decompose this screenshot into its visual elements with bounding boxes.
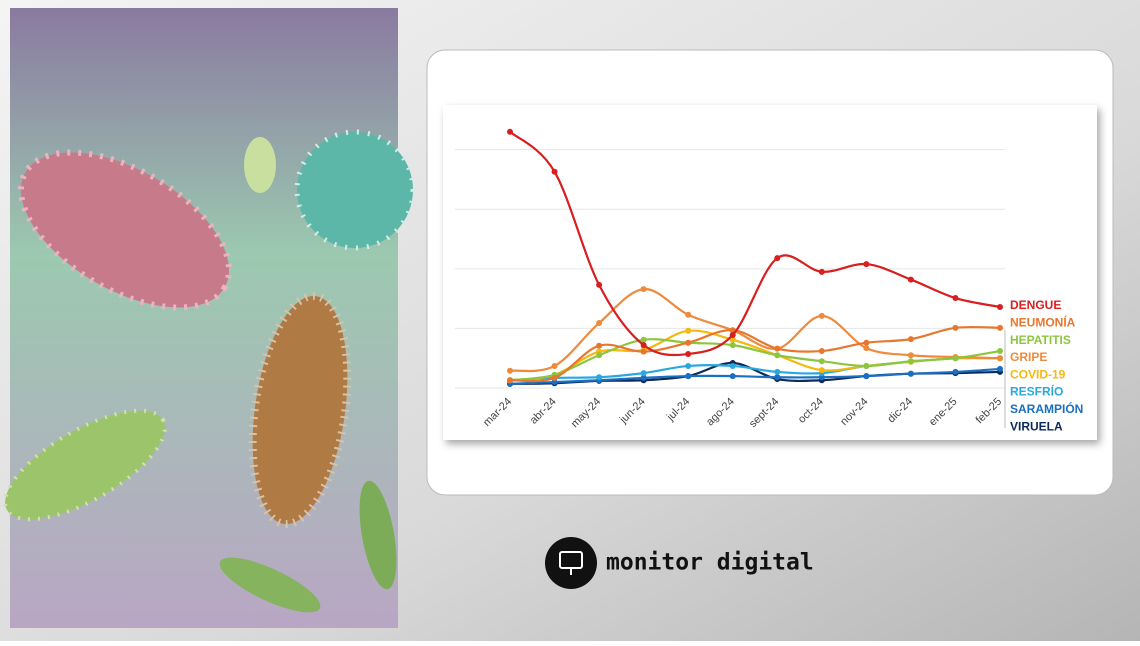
data-point [596, 342, 603, 349]
data-point [507, 128, 513, 135]
data-point [952, 355, 959, 362]
data-point [640, 342, 647, 349]
data-point [507, 367, 513, 374]
data-point [551, 374, 558, 381]
data-point [685, 311, 692, 318]
data-point [729, 342, 736, 349]
data-point [729, 373, 736, 380]
data-point [907, 276, 914, 283]
data-point [596, 320, 603, 327]
data-point [907, 336, 914, 343]
data-point [685, 373, 692, 380]
data-point [640, 348, 647, 355]
data-point [818, 268, 825, 275]
data-point [729, 331, 736, 338]
data-point [997, 355, 1003, 362]
brand-logo [545, 537, 597, 589]
series-line [509, 338, 1001, 382]
data-point [952, 295, 959, 302]
data-point [952, 324, 959, 331]
legend-label: NEUMONÍA [1010, 314, 1076, 329]
brand-name: monitor digital [606, 550, 814, 576]
data-point [685, 339, 692, 346]
data-point [774, 352, 781, 359]
legend-label: COVID-19 [1010, 367, 1066, 381]
data-point [551, 379, 558, 386]
data-point [863, 345, 870, 352]
data-point [729, 336, 736, 343]
data-point [863, 362, 870, 369]
data-point [551, 168, 558, 175]
data-point [640, 336, 647, 343]
data-point [818, 312, 825, 319]
series-line [509, 287, 1001, 373]
data-point [863, 261, 870, 268]
data-point [774, 255, 781, 262]
data-point [952, 368, 959, 375]
legend-label: DENGUE [1010, 298, 1061, 312]
data-point [818, 358, 825, 365]
data-point [774, 345, 781, 352]
data-point [818, 348, 825, 355]
data-point [818, 367, 825, 374]
data-point [551, 362, 558, 369]
legend-label: SARAMPIÓN [1010, 401, 1083, 416]
data-point [997, 348, 1003, 355]
data-point [640, 374, 647, 381]
data-point [907, 352, 914, 359]
data-point [685, 362, 692, 369]
data-point [596, 374, 603, 381]
data-point [818, 374, 825, 381]
data-point [685, 327, 692, 334]
data-point [685, 351, 692, 358]
data-point [997, 303, 1003, 310]
bacteria-illustration [3, 8, 416, 628]
legend-label: VIRUELA [1010, 419, 1063, 433]
data-point [507, 377, 513, 384]
legend-label: GRIPE [1010, 350, 1047, 364]
data-point [863, 373, 870, 380]
data-point [640, 370, 647, 377]
data-point [596, 352, 603, 359]
data-point [774, 368, 781, 375]
data-point [907, 358, 914, 365]
data-point [863, 339, 870, 346]
legend-label: RESFRÍO [1010, 384, 1063, 399]
series-line [509, 367, 1001, 385]
data-point [997, 365, 1003, 372]
series-line [509, 325, 1001, 383]
legend-label: HEPATITIS [1010, 333, 1071, 347]
data-point [729, 362, 736, 369]
data-point [774, 374, 781, 381]
data-point [997, 324, 1003, 331]
data-point [907, 370, 914, 377]
data-point [596, 281, 603, 288]
data-point [640, 286, 647, 293]
